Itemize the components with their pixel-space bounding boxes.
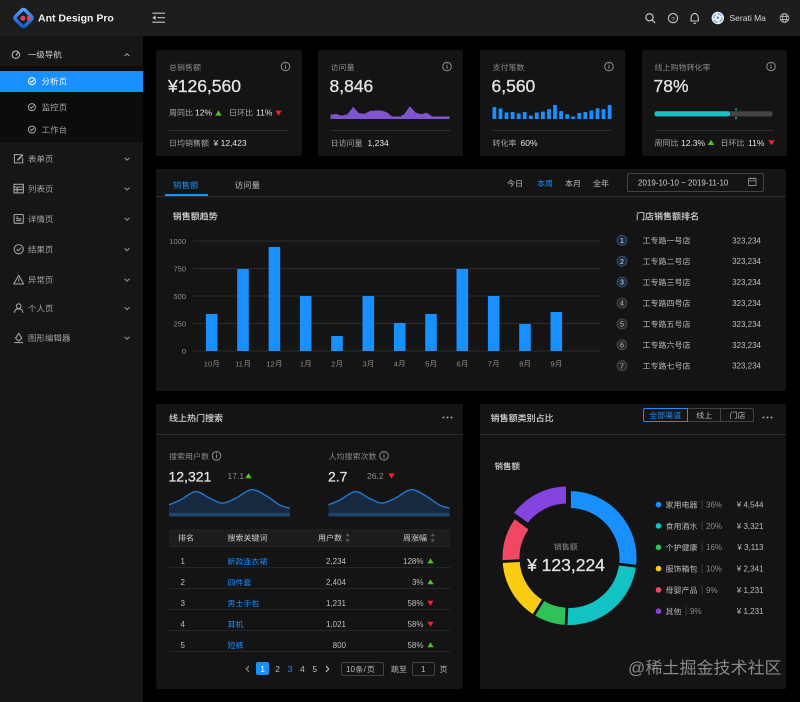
svg-text:16%: 16%	[706, 543, 722, 552]
svg-text:2: 2	[275, 664, 280, 674]
svg-text:2,234: 2,234	[326, 557, 347, 566]
svg-text:3%: 3%	[412, 578, 424, 587]
svg-text:10: 10	[346, 665, 355, 674]
svg-text:5: 5	[425, 359, 429, 368]
svg-text:323,234: 323,234	[732, 278, 761, 287]
svg-text:1: 1	[181, 557, 186, 566]
svg-text:3: 3	[363, 359, 367, 368]
svg-text:11%: 11%	[256, 108, 273, 118]
svg-text:8,846: 8,846	[330, 76, 374, 96]
svg-text:323,234: 323,234	[732, 362, 761, 371]
svg-text:2.7: 2.7	[328, 468, 348, 484]
svg-text:4: 4	[394, 359, 398, 368]
svg-text:500: 500	[173, 292, 186, 301]
svg-text:/: /	[364, 665, 367, 674]
svg-text:323,234: 323,234	[732, 320, 761, 329]
svg-text:17.1: 17.1	[228, 471, 245, 481]
svg-text:58%: 58%	[407, 599, 423, 608]
svg-text:4: 4	[181, 620, 186, 629]
svg-text:11%: 11%	[748, 138, 765, 148]
svg-text:4: 4	[300, 664, 305, 674]
svg-text:9: 9	[551, 359, 555, 368]
svg-text:2,404: 2,404	[326, 578, 347, 587]
svg-text:5: 5	[312, 664, 317, 674]
svg-text:323,234: 323,234	[732, 341, 761, 350]
svg-text:10: 10	[204, 359, 212, 368]
svg-text:250: 250	[173, 319, 186, 328]
svg-text:¥ 3,321: ¥ 3,321	[736, 522, 764, 531]
svg-text:¥ 123,224: ¥ 123,224	[526, 555, 605, 575]
svg-text:¥ 12,423: ¥ 12,423	[213, 138, 247, 148]
svg-text:323,234: 323,234	[732, 299, 761, 308]
svg-text:Ant Design Pro: Ant Design Pro	[38, 13, 114, 25]
svg-text:¥ 2,341: ¥ 2,341	[736, 565, 764, 574]
svg-text:¥ 1,231: ¥ 1,231	[736, 586, 764, 595]
svg-text:78%: 78%	[654, 76, 689, 96]
svg-text:5: 5	[181, 641, 186, 650]
svg-text:3: 3	[181, 599, 186, 608]
svg-text:?: ?	[671, 16, 675, 23]
svg-text:8: 8	[519, 359, 523, 368]
svg-text:800: 800	[333, 641, 347, 650]
svg-text:1: 1	[421, 665, 426, 674]
svg-text:1: 1	[260, 664, 265, 674]
svg-text:750: 750	[173, 264, 186, 273]
svg-text:323,234: 323,234	[732, 257, 761, 266]
svg-text:9%: 9%	[706, 586, 718, 595]
svg-text:12,321: 12,321	[169, 468, 212, 484]
svg-text:Serati Ma: Serati Ma	[730, 13, 767, 23]
svg-text:¥126,560: ¥126,560	[167, 76, 241, 96]
svg-text:2: 2	[181, 578, 186, 587]
svg-text:1: 1	[300, 359, 304, 368]
svg-text:20%: 20%	[706, 522, 722, 531]
svg-text:¥ 3,113: ¥ 3,113	[736, 543, 764, 552]
svg-text:2019-10-10 ~ 2019-11-10: 2019-10-10 ~ 2019-11-10	[638, 178, 729, 187]
svg-text:1: 1	[620, 238, 624, 245]
svg-text:58%: 58%	[407, 641, 423, 650]
svg-text:¥ 1,231: ¥ 1,231	[736, 607, 764, 616]
svg-text:10%: 10%	[706, 565, 722, 574]
svg-text:6,560: 6,560	[492, 76, 536, 96]
svg-text:1,021: 1,021	[326, 620, 347, 629]
svg-text:323,234: 323,234	[732, 236, 761, 245]
svg-text:12.3%: 12.3%	[681, 138, 706, 148]
svg-text:60%: 60%	[521, 138, 538, 148]
svg-text:0: 0	[182, 347, 186, 356]
svg-text:11: 11	[235, 359, 243, 368]
svg-text:7: 7	[620, 363, 624, 370]
svg-text:4: 4	[620, 301, 624, 308]
svg-text:3: 3	[288, 664, 293, 674]
svg-text:128%: 128%	[403, 557, 423, 566]
svg-text:12%: 12%	[195, 108, 212, 118]
svg-text:2: 2	[620, 259, 624, 266]
svg-text:6: 6	[457, 359, 461, 368]
svg-text:7: 7	[488, 359, 492, 368]
svg-text:2: 2	[331, 359, 335, 368]
svg-text:1000: 1000	[169, 237, 186, 246]
svg-text:1,231: 1,231	[326, 599, 347, 608]
svg-text:6: 6	[620, 342, 624, 349]
svg-text:58%: 58%	[407, 620, 423, 629]
svg-text:@: @	[628, 659, 645, 678]
svg-text:12: 12	[266, 359, 274, 368]
svg-text:9%: 9%	[690, 607, 702, 616]
svg-text:26.2: 26.2	[367, 471, 384, 481]
svg-text:3: 3	[620, 280, 624, 287]
svg-text:36%: 36%	[706, 501, 722, 510]
svg-text:5: 5	[620, 322, 624, 329]
svg-text:1,234: 1,234	[368, 138, 390, 148]
svg-text:¥ 4,544: ¥ 4,544	[736, 501, 764, 510]
